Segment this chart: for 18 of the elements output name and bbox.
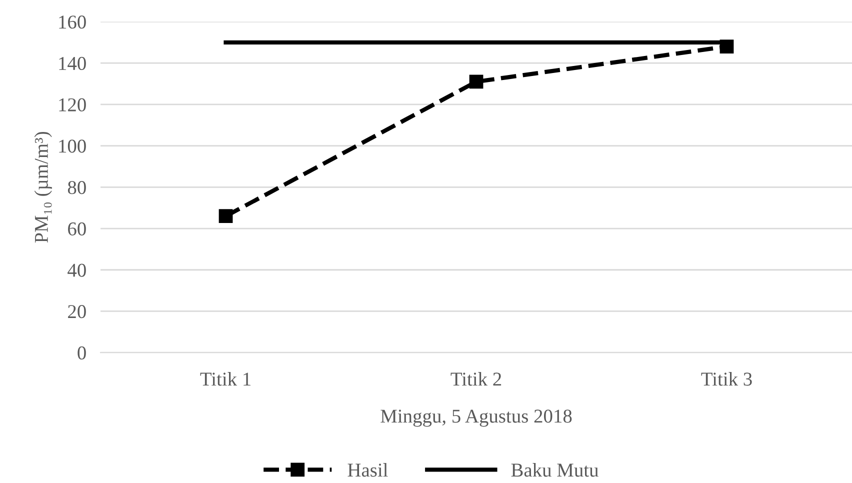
y-tick-label: 120 bbox=[59, 98, 86, 112]
y-tick-label: 20 bbox=[68, 305, 86, 318]
legend-label: Baku Mutu bbox=[511, 463, 598, 477]
x-axis-title: Minggu, 5 Agustus 2018 bbox=[380, 410, 572, 427]
x-tick-label: Titik 1 bbox=[200, 372, 250, 386]
y-tick-label: 0 bbox=[78, 346, 86, 360]
point bbox=[218, 209, 233, 224]
y-tick-label: 40 bbox=[68, 264, 86, 277]
y-tick-label: 100 bbox=[59, 140, 86, 153]
y-tick-label: 160 bbox=[59, 16, 86, 29]
x-tick-label: Titik 2 bbox=[450, 372, 502, 386]
x-tick-label: Titik 3 bbox=[701, 372, 752, 386]
y-tick-label: 140 bbox=[59, 56, 86, 70]
legend-label: Hasil bbox=[348, 463, 388, 477]
y-tick-label: 60 bbox=[68, 222, 86, 236]
point bbox=[469, 74, 484, 89]
y-axis-title: PM₁₀ (µm/m³) bbox=[34, 132, 52, 243]
y-tick-label: 80 bbox=[68, 180, 86, 194]
